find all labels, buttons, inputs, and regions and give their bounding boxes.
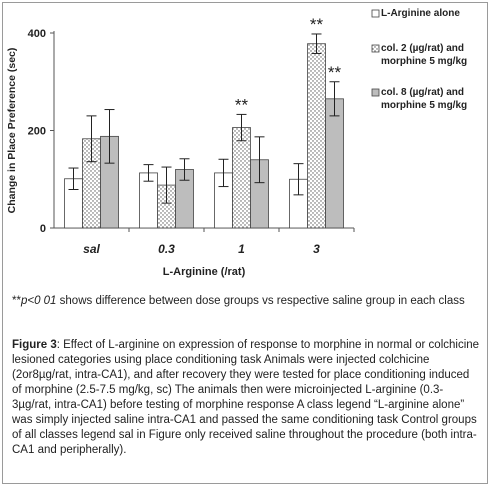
bar-3-series-3 [325,98,344,229]
significance-marker: ** [235,95,249,114]
bar-1-series-2 [232,127,251,229]
chart-axes: 0 200 400 Change in Place Preference (sec) s… [6,28,355,278]
legend-swatch-3 [371,88,380,97]
legend-swatch-1 [371,9,380,18]
chart-legend: L-Arginine alone col. 2 (µg/rat) and morph… [371,8,467,111]
y-tick-label: 200 [28,126,46,138]
figure-frame [2,2,488,484]
y-tick-label: 400 [28,28,46,40]
x-axis-label: L-Arginine (/rat) [163,266,246,278]
x-tick-label: 3 [313,242,320,256]
bar-3-series-2 [307,43,326,229]
y-axis-label: Change in Place Preference (sec) [6,48,18,214]
x-tick-label: 1 [238,242,245,256]
legend-label-2: morphine 5 mg/kg [381,56,467,67]
note-mark: ** [12,295,21,307]
bar-chart: 0 200 400 Change in Place Preference (sec) s… [6,8,467,278]
legend-label-1: L-Arginine alone [381,8,460,19]
significance-note: **p<0 01 shows difference between dose g… [12,294,480,309]
significance-marker: ** [328,63,342,82]
caption-text: : Effect of L-arginine on expression of … [12,339,480,456]
note-text: shows difference between dose groups vs … [56,295,465,307]
figure-caption: Figure 3: Effect of L-arginine on expres… [12,338,480,458]
significance-marker: ** [310,15,324,34]
note-italic: p<0 01 [20,295,57,307]
legend-label-2: col. 2 (µg/rat) and [381,43,464,54]
x-tick-label: 0.3 [158,242,175,256]
caption-label: Figure 3 [12,339,57,351]
x-tick-label: sal [83,242,100,256]
legend-swatch-2 [371,44,380,53]
y-tick-label: 0 [40,223,46,235]
chart-bars: ** ** ** [64,15,344,229]
legend-label-3: col. 8 (µg/rat) and [381,87,464,98]
legend-label-3: morphine 5 mg/kg [381,100,467,111]
